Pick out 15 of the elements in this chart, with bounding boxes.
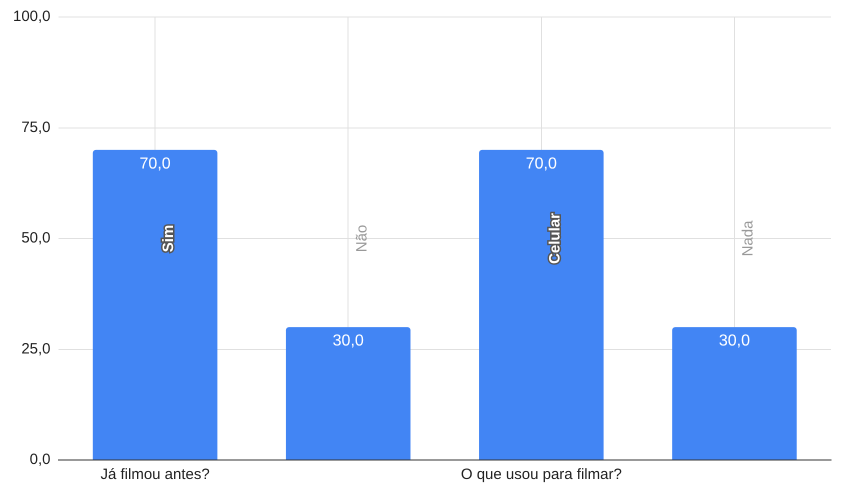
annotation: Sim (160, 224, 178, 252)
x-tick-label: Já filmou antes? (100, 466, 210, 484)
annotation: Celular (546, 212, 564, 264)
y-tick-label: 25,0 (21, 340, 51, 358)
x-tick-label: O que usou para filmar? (460, 466, 622, 484)
data-label: 70,0 (526, 155, 557, 172)
y-tick-label: 50,0 (21, 230, 51, 247)
y-tick-label: 75,0 (21, 118, 51, 136)
data-label: 30,0 (718, 332, 750, 350)
annotation: Não (353, 224, 370, 252)
y-tick-label: 0,0 (30, 451, 51, 468)
annotation: Nada (740, 220, 757, 256)
data-label: 70,0 (140, 155, 171, 172)
y-tick-label: 100,0 (12, 8, 51, 26)
data-label: 30,0 (332, 332, 364, 350)
